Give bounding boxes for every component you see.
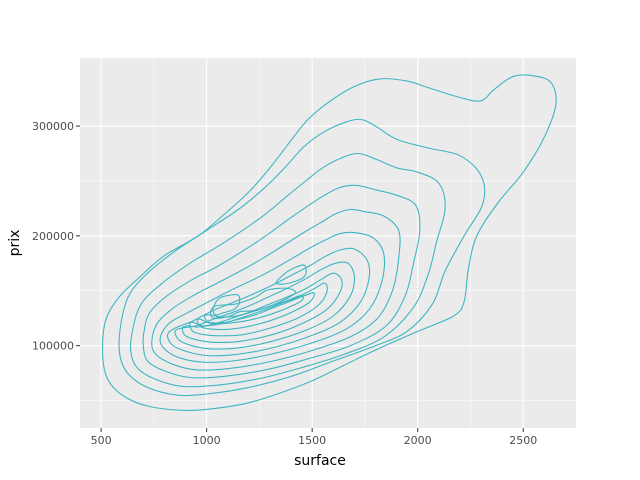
contour-line (196, 292, 315, 331)
x-tick-label: 2000 (404, 434, 432, 447)
contour-lines (101, 74, 557, 412)
y-tick-label: 100000 (32, 340, 74, 353)
contour-line (101, 74, 557, 412)
x-tick-label: 2500 (509, 434, 537, 447)
contour-line (129, 152, 446, 388)
y-axis-title: prix (7, 230, 23, 257)
contour-line (142, 184, 421, 379)
x-tick-label: 500 (91, 434, 112, 447)
contour-line (118, 118, 486, 397)
y-axis-ticks: 100000 200000 300000 (32, 120, 80, 353)
x-axis-ticks: 500 1000 1500 2000 2500 (91, 428, 537, 447)
contour-line (275, 264, 307, 285)
grid-minor (80, 58, 576, 428)
contour-line (210, 287, 296, 319)
y-tick-label: 300000 (32, 120, 74, 133)
contour-line (151, 208, 401, 371)
contour-line (189, 282, 328, 337)
contour-line (159, 231, 386, 363)
contour-line (212, 293, 241, 316)
y-tick-label: 200000 (32, 230, 74, 243)
plot-panel (80, 58, 576, 428)
x-tick-label: 1500 (298, 434, 326, 447)
contour-line (181, 272, 343, 343)
contour-line (174, 261, 355, 350)
x-axis-title: surface (294, 453, 346, 469)
x-tick-label: 1000 (193, 434, 221, 447)
